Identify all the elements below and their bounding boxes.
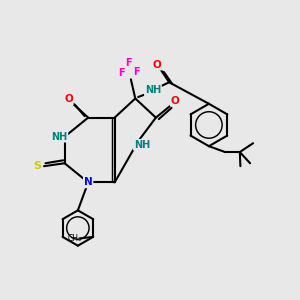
Text: NH: NH: [134, 140, 150, 150]
Text: O: O: [64, 94, 73, 104]
Text: N: N: [84, 177, 92, 188]
Text: NH: NH: [145, 85, 161, 95]
Text: NH: NH: [51, 132, 68, 142]
Text: O: O: [171, 96, 179, 106]
Text: CH₃: CH₃: [68, 234, 82, 243]
Text: S: S: [34, 161, 41, 171]
Text: F: F: [133, 67, 140, 77]
Text: F: F: [118, 68, 125, 78]
Text: O: O: [153, 60, 162, 70]
Text: F: F: [125, 58, 132, 68]
